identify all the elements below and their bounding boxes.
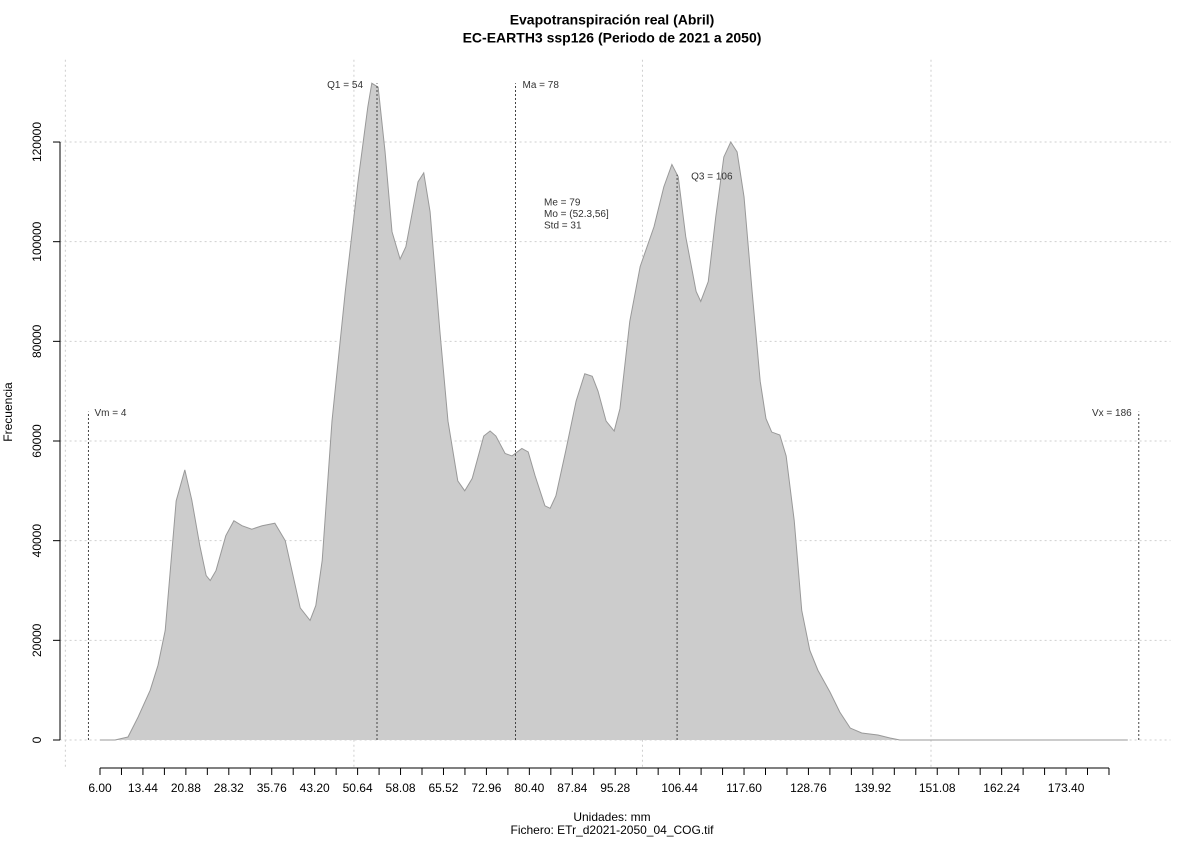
chart-title: Evapotranspiración real (Abril) xyxy=(510,12,715,28)
x-tick-label: 106.44 xyxy=(661,781,698,795)
x-tick-label: 6.00 xyxy=(88,781,112,795)
x-tick-label: 128.76 xyxy=(790,781,827,795)
density-line xyxy=(99,82,1128,741)
x-tick-label: 139.92 xyxy=(854,781,891,795)
annotation-label: Q1 = 54 xyxy=(327,80,363,91)
chart-subtitle: EC-EARTH3 ssp126 (Periodo de 2021 a 2050… xyxy=(463,30,762,46)
x-axis-label: Unidades: mm xyxy=(573,810,650,824)
density-area xyxy=(99,83,1128,740)
stats-label: Me = 79 xyxy=(544,198,581,209)
x-tick-label: 20.88 xyxy=(171,781,201,795)
x-tick-label: 28.32 xyxy=(214,781,244,795)
annotation-label: Vx = 186 xyxy=(1092,408,1132,419)
y-tick-label: 100000 xyxy=(30,221,44,261)
x-tick-label: 58.08 xyxy=(386,781,416,795)
x-tick-label: 72.96 xyxy=(471,781,501,795)
annotation-label: Vm = 4 xyxy=(94,408,126,419)
y-tick-label: 0 xyxy=(30,736,44,743)
x-tick-label: 151.08 xyxy=(919,781,956,795)
x-tick-label: 65.52 xyxy=(428,781,458,795)
x-tick-label: 173.40 xyxy=(1048,781,1085,795)
x-tick-label: 117.60 xyxy=(726,781,762,795)
caption: Fichero: ETr_d2021-2050_04_COG.tif xyxy=(511,823,715,837)
x-tick-label: 43.20 xyxy=(300,781,330,795)
y-tick-label: 120000 xyxy=(30,122,44,162)
y-axis-label: Frecuencia xyxy=(1,382,15,442)
x-tick-label: 162.24 xyxy=(983,781,1020,795)
x-tick-label: 50.64 xyxy=(343,781,373,795)
y-tick-label: 60000 xyxy=(30,424,44,458)
annotation-label: Ma = 78 xyxy=(523,80,560,91)
x-tick-label: 95.28 xyxy=(600,781,630,795)
x-tick-label: 80.40 xyxy=(514,781,544,795)
x-tick-label: 13.44 xyxy=(128,781,158,795)
x-tick-label: 35.76 xyxy=(257,781,287,795)
stats-label: Mo = (52.3,56] xyxy=(544,209,609,220)
y-tick-label: 80000 xyxy=(30,324,44,358)
stats-label: Std = 31 xyxy=(544,221,582,232)
y-tick-label: 20000 xyxy=(30,623,44,657)
y-tick-label: 40000 xyxy=(30,524,44,558)
x-tick-label: 87.84 xyxy=(557,781,587,795)
annotation-label: Q3 = 106 xyxy=(691,171,733,182)
